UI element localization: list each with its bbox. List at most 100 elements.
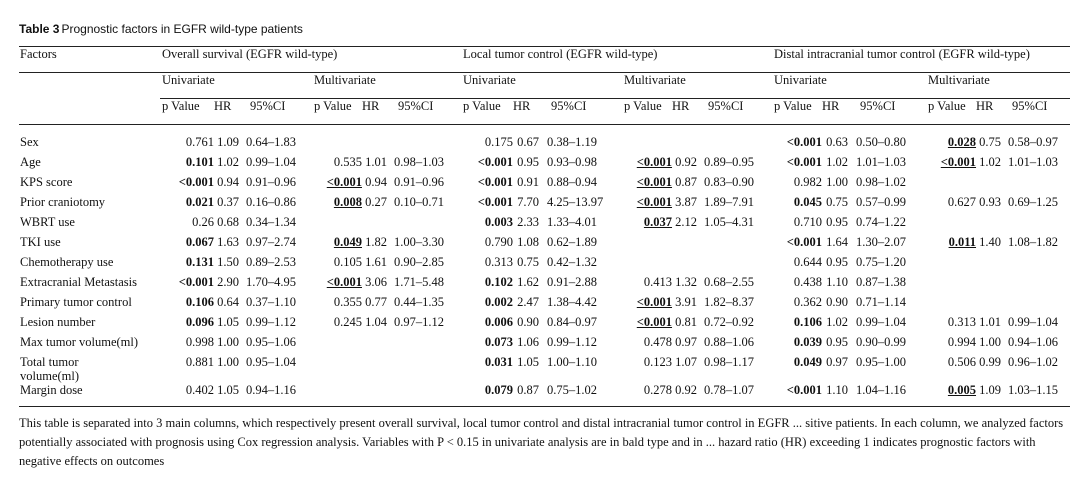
p-value: <0.001 xyxy=(636,154,673,169)
col-header-ci: 95%CI xyxy=(543,98,621,125)
factor-label: Primary tumor control xyxy=(20,294,132,309)
hazard-ratio: 1.10 xyxy=(826,274,848,289)
hazard-ratio xyxy=(362,215,390,235)
confidence-interval: 4.25–13.97 xyxy=(547,194,604,209)
confidence-interval xyxy=(390,125,461,155)
hazard-ratio: 1.09 xyxy=(979,382,1001,397)
p-value: 0.245 xyxy=(333,314,362,329)
p-value: 0.037 xyxy=(643,214,673,229)
hazard-ratio: 0.37 xyxy=(217,194,239,209)
confidence-interval xyxy=(1004,175,1070,195)
hazard-ratio: 2.33 xyxy=(517,214,539,229)
blank-cell xyxy=(19,98,160,125)
hazard-ratio: 0.95 xyxy=(517,154,539,169)
hazard-ratio: 0.87 xyxy=(675,174,697,189)
col-header-p-value: p Value xyxy=(461,98,514,125)
confidence-interval: 0.83–0.90 xyxy=(704,174,755,189)
group-header-overall-survival: Overall survival (EGFR wild-type) xyxy=(160,46,462,73)
p-value: 0.106 xyxy=(793,314,823,329)
p-value: 0.535 xyxy=(333,154,362,169)
p-value: 0.362 xyxy=(793,294,823,309)
factor-label: Lesion number xyxy=(20,314,96,329)
p-value: 0.413 xyxy=(643,274,673,289)
confidence-interval xyxy=(700,235,772,255)
col-header-ci: 95%CI xyxy=(852,98,925,125)
hazard-ratio: 1.40 xyxy=(979,234,1001,249)
table-row: Primary tumor control 0.106 0.64 0.37–1.10 0… xyxy=(19,295,1070,315)
p-value: 0.028 xyxy=(947,135,977,149)
hazard-ratio: 0.87 xyxy=(517,382,539,397)
hazard-ratio: 1.02 xyxy=(826,154,848,169)
hazard-ratio: 0.93 xyxy=(979,194,1001,209)
prognostic-factors-table: Factors Overall survival (EGFR wild-type… xyxy=(19,46,1071,403)
hazard-ratio: 0.92 xyxy=(675,154,697,169)
table-label: Table 3 xyxy=(19,22,60,36)
group-header-local-control: Local tumor control (EGFR wild-type) xyxy=(461,46,773,73)
col-header-ci: 95%CI xyxy=(242,98,310,125)
p-value: 0.096 xyxy=(185,314,214,329)
p-value: 0.073 xyxy=(484,334,514,349)
factor-label: TKI use xyxy=(20,234,61,249)
table-row: Lesion number 0.096 1.05 0.99–1.12 0.245 1.04… xyxy=(19,315,1070,335)
table-row: Chemotherapy use 0.131 1.50 0.89–2.53 0.105 1… xyxy=(19,255,1070,275)
group-header-distal-control: Distal intracranial tumor control (EGFR … xyxy=(772,46,1071,73)
p-value: 0.175 xyxy=(484,135,514,149)
p-value: 0.506 xyxy=(947,354,977,369)
confidence-interval: 0.50–0.80 xyxy=(856,135,907,149)
p-value: <0.001 xyxy=(636,194,673,209)
col-header-p-value: p Value xyxy=(924,98,977,125)
hazard-ratio: 0.77 xyxy=(365,294,387,309)
factor-label: Age xyxy=(20,154,41,169)
p-value: 0.049 xyxy=(333,234,362,249)
p-value: <0.001 xyxy=(477,174,514,189)
p-value: 0.478 xyxy=(643,334,673,349)
confidence-interval xyxy=(1004,275,1070,295)
confidence-interval: 0.98–1.03 xyxy=(394,154,444,169)
p-value: 0.105 xyxy=(333,254,362,269)
p-value: 0.994 xyxy=(947,334,977,349)
p-value: 0.079 xyxy=(484,382,514,397)
hazard-ratio: 1.00 xyxy=(217,354,239,369)
confidence-interval: 0.90–2.85 xyxy=(394,254,444,269)
confidence-interval: 0.95–1.00 xyxy=(856,354,907,369)
hazard-ratio xyxy=(976,175,1004,195)
p-value: 0.039 xyxy=(793,334,823,349)
confidence-interval: 0.75–1.02 xyxy=(547,382,598,397)
subheader-univariate: Univariate xyxy=(772,72,925,99)
hazard-ratio: 0.92 xyxy=(675,382,697,397)
confidence-interval: 1.70–4.95 xyxy=(246,274,296,289)
confidence-interval: 0.34–1.34 xyxy=(246,214,296,229)
col-header-ci: 95%CI xyxy=(700,98,773,125)
hazard-ratio: 2.12 xyxy=(675,214,697,229)
factor-label: Extracranial Metastasis xyxy=(20,274,137,289)
table-row: Extracranial Metastasis <0.001 2.90 1.70–4.… xyxy=(19,275,1070,295)
col-header-p-value: p Value xyxy=(160,98,214,125)
p-value: 0.438 xyxy=(793,274,823,289)
hazard-ratio xyxy=(976,295,1004,315)
confidence-interval xyxy=(390,335,461,355)
confidence-interval: 0.68–2.55 xyxy=(704,274,755,289)
confidence-interval: 0.84–0.97 xyxy=(547,314,598,329)
p-value: 0.710 xyxy=(793,214,823,229)
confidence-interval: 0.42–1.32 xyxy=(547,254,598,269)
factor-label: Margin dose xyxy=(20,382,83,397)
hazard-ratio: 2.47 xyxy=(517,294,539,309)
hazard-ratio: 0.95 xyxy=(826,254,848,269)
p-value: <0.001 xyxy=(786,234,823,249)
factor-label: Chemotherapy use xyxy=(20,254,114,269)
hazard-ratio: 1.04 xyxy=(365,314,387,329)
confidence-interval: 0.96–1.02 xyxy=(1008,354,1059,369)
p-value: 0.123 xyxy=(643,354,673,369)
p-value: 0.998 xyxy=(185,334,214,349)
hazard-ratio: 1.05 xyxy=(217,314,239,329)
confidence-interval: 0.89–0.95 xyxy=(704,154,755,169)
col-header-hr: HR xyxy=(672,98,701,125)
confidence-interval: 0.97–1.12 xyxy=(394,314,444,329)
confidence-interval: 0.91–0.96 xyxy=(394,174,444,189)
hazard-ratio: 1.09 xyxy=(217,135,239,149)
table-row: Prior craniotomy 0.021 0.37 0.16–0.86 0.008 0… xyxy=(19,195,1070,215)
confidence-interval: 0.75–1.20 xyxy=(856,254,907,269)
confidence-interval: 0.64–1.83 xyxy=(246,135,296,149)
p-value: <0.001 xyxy=(940,154,977,169)
confidence-interval: 0.94–1.06 xyxy=(1008,334,1059,349)
